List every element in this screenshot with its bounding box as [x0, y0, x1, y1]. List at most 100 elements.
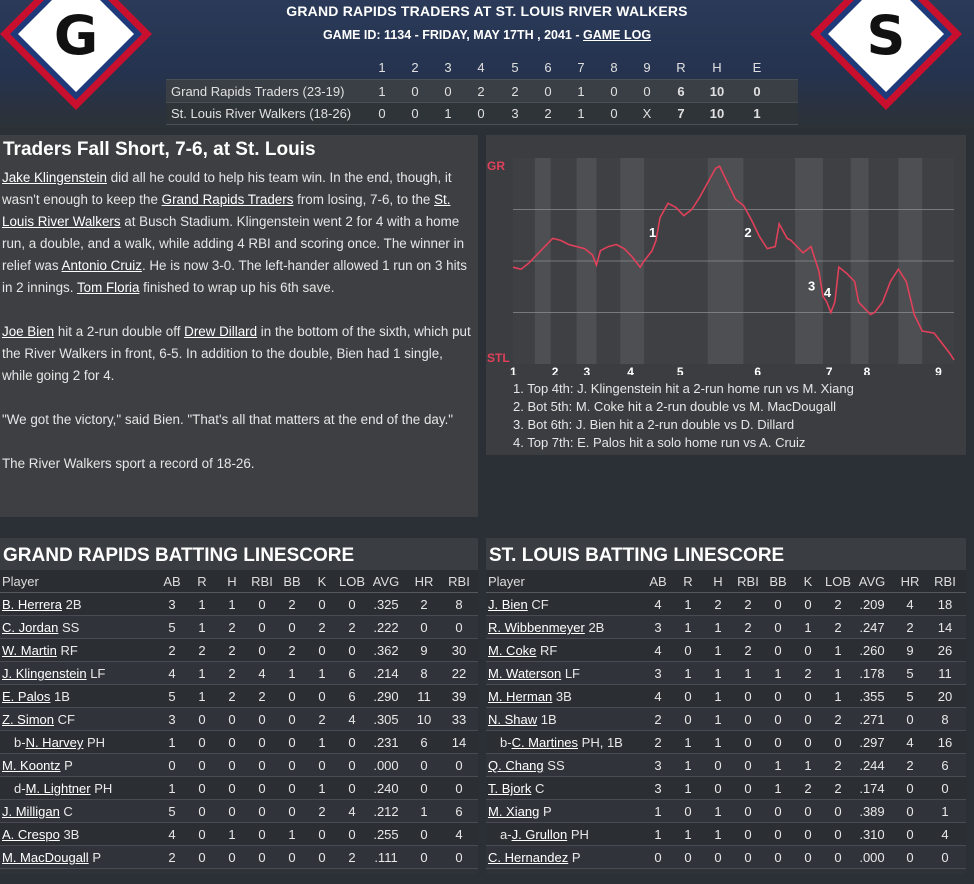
player-link[interactable]: J. Bien: [488, 597, 528, 612]
batting-stat-cell: 4: [654, 643, 662, 658]
team-link[interactable]: Grand Rapids Traders: [161, 192, 294, 207]
batting-stat-cell: 39: [451, 689, 467, 704]
linescore-cell: 10: [709, 106, 725, 121]
player-link[interactable]: Joe Bien: [2, 324, 55, 339]
batting-stat-cell: 1: [774, 666, 782, 681]
batting-stat-cell: 0: [258, 735, 266, 750]
batting-stat-cell: 1: [198, 620, 206, 635]
batting-stat-cell: 1: [804, 620, 812, 635]
batting-stat-cell: 1: [774, 758, 782, 773]
linescore-cell: 1: [753, 106, 761, 121]
recap-paragraph: Joe Bien hit a 2-run double off Drew Dil…: [2, 321, 474, 387]
batting-stat-cell: 0: [804, 689, 812, 704]
sub-prefix: d-: [14, 781, 26, 796]
batting-stat-cell: 0: [348, 597, 356, 612]
recap-headline: Traders Fall Short, 7-6, at St. Louis: [3, 139, 316, 160]
batting-row: d-M. Lightner PH 1 0 0 0 0 1 0 .240 0 0: [0, 777, 478, 800]
player-link[interactable]: J. Klingenstein: [2, 666, 87, 681]
player-link[interactable]: Z. Simon: [2, 712, 55, 727]
batting-stat-cell: 2: [228, 666, 236, 681]
batting-stat-cell: 0: [258, 781, 266, 796]
player-link[interactable]: M. Waterson: [488, 666, 562, 681]
batting-stat-cell: 2: [834, 758, 842, 773]
player-link[interactable]: E. Palos: [2, 689, 51, 704]
batting-row: C. Jordan SS 5 1 2 0 0 2 2 .222 0 0: [0, 616, 478, 639]
linescore-cell: 2: [544, 106, 552, 121]
player-link[interactable]: Antonio Cruiz: [61, 258, 142, 273]
linescore-team-name[interactable]: Grand Rapids Traders (23-19): [171, 83, 345, 99]
player-link[interactable]: T. Bjork: [488, 781, 532, 796]
linescore-cell: 1: [577, 83, 585, 99]
recap-text: from losing, 7-6, to the: [293, 192, 435, 207]
chart-inning-tick: 5: [677, 365, 684, 375]
game-log-link[interactable]: GAME LOG: [583, 28, 652, 42]
linescore-cell: X: [642, 106, 652, 121]
team-link[interactable]: St. Louis River Walkers: [2, 192, 451, 229]
batting-stat-cell: 1: [834, 643, 842, 658]
linescore-cell: 2: [511, 83, 519, 99]
batting-player-cell: M. Herman 3B: [488, 685, 572, 708]
linescore-col-header: 8: [610, 60, 618, 75]
batting-row: Q. Chang SS 3 1 0 0 1 1 2 .244 2 6: [486, 754, 966, 777]
player-link[interactable]: C. Hernandez: [488, 850, 569, 865]
away-team-logo[interactable]: G: [0, 0, 156, 120]
batting-stat-cell: 0: [774, 735, 782, 750]
linescore-row-away: Grand Rapids Traders (23-19) 1 0 0 2 2 0 1 0 0 6 10…: [166, 79, 798, 102]
player-link[interactable]: A. Crespo: [2, 827, 60, 842]
batting-col-header: RBI: [934, 574, 956, 589]
linescore-cell: 3: [511, 106, 519, 121]
batting-stat-cell: .247: [859, 620, 885, 635]
batting-stat-cell: .362: [373, 643, 399, 658]
batting-stat-cell: 2: [318, 804, 326, 819]
player-link[interactable]: M. MacDougall: [2, 850, 89, 865]
batting-stat-cell: 0: [684, 712, 692, 727]
linescore-col-header: 2: [411, 60, 419, 75]
player-link[interactable]: W. Martin: [2, 643, 57, 658]
player-link[interactable]: M. Koontz: [2, 758, 61, 773]
linescore-cell: 0: [544, 83, 552, 99]
player-link[interactable]: M. Herman: [488, 689, 553, 704]
player-link[interactable]: C. Martines: [511, 735, 579, 750]
batting-stat-cell: 0: [744, 758, 752, 773]
batting-stat-cell: 0: [804, 827, 812, 842]
player-link[interactable]: R. Wibbenmeyer: [488, 620, 585, 635]
batting-stat-cell: 0: [744, 781, 752, 796]
player-link[interactable]: C. Jordan: [2, 620, 59, 635]
batting-stat-cell: 0: [348, 735, 356, 750]
linescore-team-name[interactable]: St. Louis River Walkers (18-26): [171, 106, 352, 121]
batting-player-cell: Q. Chang SS: [488, 754, 565, 777]
batting-player-cell: E. Palos 1B: [2, 685, 70, 708]
player-link[interactable]: N. Shaw: [488, 712, 538, 727]
batting-row: M. Koontz P 0 0 0 0 0 0 0 .000 0 0: [0, 754, 478, 777]
player-link[interactable]: B. Herrera: [2, 597, 62, 612]
player-link[interactable]: J. Milligan: [2, 804, 60, 819]
batting-row: J. Milligan C 5 0 0 0 0 2 4 .212 1 6: [0, 800, 478, 823]
player-link[interactable]: Jake Klingenstein: [2, 170, 107, 185]
player-link[interactable]: M. Xiang: [488, 804, 540, 819]
player-position: LF: [90, 666, 106, 681]
player-link[interactable]: M. Coke: [488, 643, 537, 658]
batting-stat-cell: 1: [288, 666, 296, 681]
batting-col-header: H: [227, 574, 237, 589]
linescore-cell: 0: [411, 83, 419, 99]
player-link[interactable]: M. Lightner: [25, 781, 91, 796]
batting-stat-cell: 0: [288, 735, 296, 750]
batting-stat-cell: 2: [654, 735, 662, 750]
batting-stat-cell: 2: [744, 643, 752, 658]
player-link[interactable]: Tom Floria: [76, 280, 140, 295]
player-link[interactable]: Drew Dillard: [184, 324, 258, 339]
home-team-logo[interactable]: S: [806, 0, 966, 120]
batting-stat-cell: .000: [859, 850, 885, 865]
stl-batting-rows: J. Bien CF 4 1 2 2 0 0 2.209 4 18 R. Wibbenmeyer 2…: [486, 593, 966, 869]
recap-text: . He is now 3-0. The left-hander allowed…: [2, 258, 467, 295]
player-link[interactable]: J. Grullon: [511, 827, 568, 842]
home-logo-letter: S: [866, 4, 906, 67]
batting-col-header: K: [317, 574, 327, 589]
batting-stat-cell: 1: [714, 804, 722, 819]
player-link[interactable]: N. Harvey: [25, 735, 84, 750]
player-link[interactable]: Q. Chang: [488, 758, 544, 773]
batting-col-header: Player: [2, 574, 39, 589]
batting-stat-cell: 0: [834, 827, 842, 842]
batting-stat-cell: 2: [168, 643, 176, 658]
